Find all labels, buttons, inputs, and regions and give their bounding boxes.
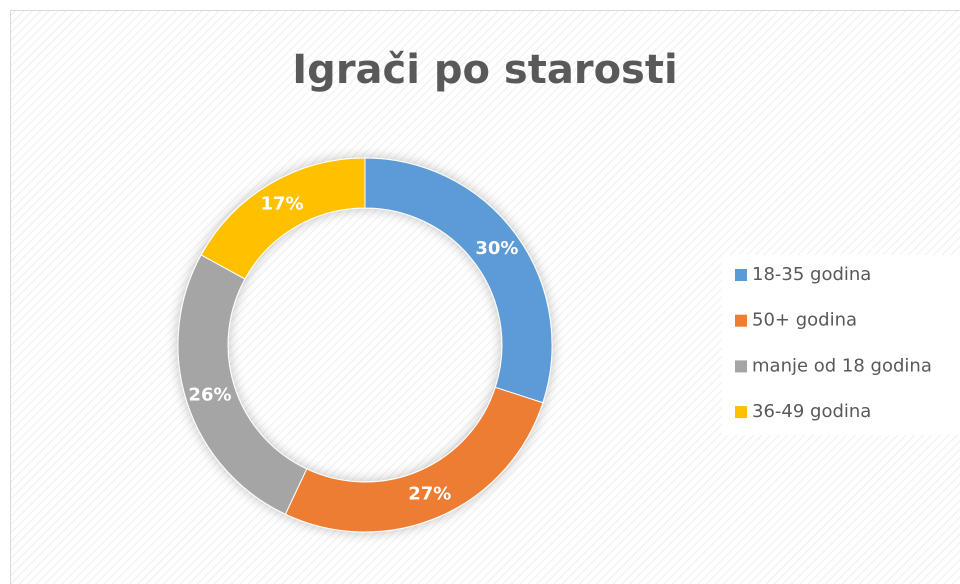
legend-label: 50+ godina	[752, 310, 857, 331]
legend-swatch	[735, 406, 747, 419]
legend-label: 36-49 godina	[752, 401, 871, 422]
legend-label: manje od 18 godina	[752, 355, 932, 376]
data-label: 27%	[408, 484, 451, 505]
donut	[177, 157, 553, 533]
legend-swatch	[735, 269, 747, 281]
data-label: 17%	[260, 194, 303, 215]
legend	[722, 255, 960, 435]
legend-label: 18-35 godina	[752, 264, 871, 285]
legend-swatch	[735, 360, 747, 373]
donut-segment	[200, 157, 366, 280]
chart-title: Igrači po starosti	[292, 47, 677, 93]
data-label: 26%	[188, 384, 231, 405]
data-label: 30%	[475, 238, 518, 259]
legend-swatch	[735, 314, 747, 327]
